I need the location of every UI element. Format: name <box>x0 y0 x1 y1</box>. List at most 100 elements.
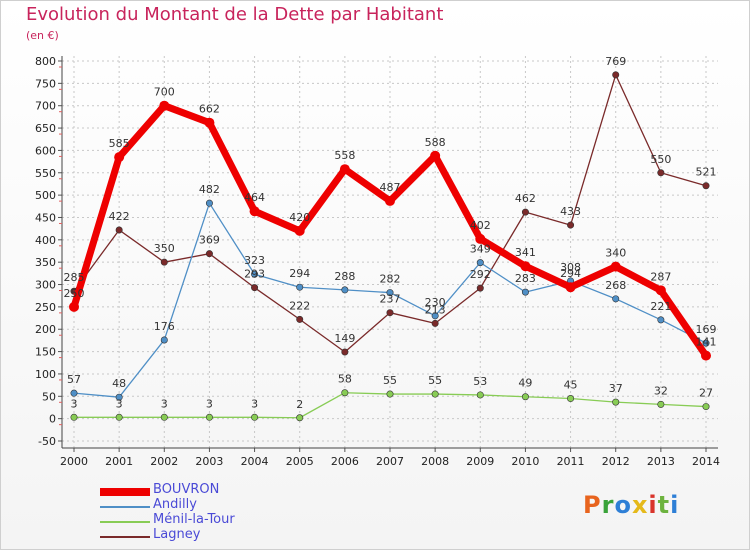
data-point-andilly <box>657 316 665 324</box>
logo-letter: P <box>583 491 602 519</box>
y-tick-label: 300 <box>35 279 56 292</box>
data-label-lagney: 422 <box>109 210 130 223</box>
data-point-lagney <box>431 319 439 327</box>
legend-swatch-lagney <box>100 536 150 538</box>
data-point-andilly <box>296 283 304 291</box>
logo-letter: t <box>657 491 671 519</box>
data-label-lagney: 369 <box>199 234 220 247</box>
y-tick-label: 450 <box>35 211 56 224</box>
data-point-bouvron <box>159 100 170 111</box>
data-point-bouvron <box>701 350 711 361</box>
data-label-andilly: 230 <box>425 296 446 309</box>
data-point-lagney <box>341 348 349 356</box>
data-point-menil-la-tour <box>251 413 259 421</box>
x-tick-label: 2010 <box>511 455 539 468</box>
data-label-menil-la-tour: 37 <box>609 382 623 395</box>
data-label-lagney: 292 <box>470 268 491 281</box>
logo-letter: i <box>648 491 658 519</box>
data-label-bouvron: 402 <box>470 219 491 232</box>
y-tick-label: 550 <box>35 167 56 180</box>
data-label-andilly: 349 <box>470 243 491 256</box>
x-tick-label: 2011 <box>557 455 585 468</box>
legend-swatch-bouvron <box>100 488 150 496</box>
data-label-andilly: 221 <box>650 300 671 313</box>
data-label-andilly: 288 <box>334 270 355 283</box>
data-point-bouvron <box>339 164 350 175</box>
data-label-menil-la-tour: 3 <box>251 397 258 410</box>
data-label-menil-la-tour: 55 <box>428 374 442 387</box>
y-tick-label: 200 <box>35 323 56 336</box>
chart-unit: (en €) <box>26 29 59 42</box>
data-point-bouvron <box>655 285 666 296</box>
data-point-andilly <box>431 312 439 320</box>
x-tick-label: 2001 <box>105 455 133 468</box>
data-point-andilly <box>521 288 529 296</box>
x-tick-label: 2003 <box>195 455 223 468</box>
data-point-lagney <box>296 315 304 323</box>
x-tick-label: 2013 <box>647 455 675 468</box>
data-label-bouvron: 340 <box>605 247 626 260</box>
data-label-bouvron: 341 <box>515 246 536 259</box>
data-label-lagney: 222 <box>289 299 310 312</box>
data-point-menil-la-tour <box>341 389 349 397</box>
data-point-andilly <box>115 393 123 401</box>
logo-letter: r <box>601 491 615 519</box>
legend-swatch-menil-la-tour <box>100 521 150 523</box>
data-label-bouvron: 585 <box>109 137 130 150</box>
data-point-lagney <box>205 250 213 258</box>
data-label-menil-la-tour: 49 <box>518 377 532 390</box>
data-point-bouvron <box>475 233 486 244</box>
data-point-andilly <box>341 286 349 294</box>
data-point-andilly <box>702 339 710 347</box>
data-label-menil-la-tour: 3 <box>71 397 78 410</box>
y-tick-label: 650 <box>35 122 56 135</box>
data-point-lagney <box>160 258 168 266</box>
data-point-menil-la-tour <box>386 390 394 398</box>
data-point-lagney <box>251 284 259 292</box>
data-label-andilly: 282 <box>380 273 401 286</box>
data-label-bouvron: 700 <box>154 86 175 99</box>
data-label-lagney: 769 <box>605 55 626 68</box>
data-label-bouvron: 420 <box>289 211 310 224</box>
data-label-bouvron: 588 <box>425 136 446 149</box>
data-point-lagney <box>612 71 620 79</box>
data-label-andilly: 283 <box>515 272 536 285</box>
legend-label-menil-la-tour: Ménil-la-Tour <box>153 512 235 527</box>
data-label-bouvron: 294 <box>560 267 581 280</box>
data-label-menil-la-tour: 3 <box>206 397 213 410</box>
data-label-andilly: 323 <box>244 254 265 267</box>
legend-label-andilly: Andilly <box>153 497 197 512</box>
data-point-bouvron <box>385 195 395 206</box>
logo-letter: i <box>670 491 680 519</box>
data-label-lagney: 213 <box>425 303 446 316</box>
data-point-lagney <box>567 221 575 229</box>
data-point-lagney <box>386 309 394 317</box>
data-point-lagney <box>476 284 484 292</box>
data-point-menil-la-tour <box>205 413 213 421</box>
data-label-andilly: 57 <box>67 373 81 386</box>
data-point-menil-la-tour <box>567 395 575 403</box>
data-point-menil-la-tour <box>702 403 710 411</box>
x-tick-label: 2009 <box>466 455 494 468</box>
data-label-menil-la-tour: 53 <box>473 375 487 388</box>
x-tick-label: 2000 <box>60 455 88 468</box>
y-tick-label: 50 <box>42 390 56 403</box>
data-label-lagney: 293 <box>244 268 265 281</box>
data-point-menil-la-tour <box>431 390 439 398</box>
data-point-menil-la-tour <box>296 414 304 422</box>
y-tick-label: 350 <box>35 256 56 269</box>
data-label-lagney: 149 <box>334 332 355 345</box>
x-tick-label: 2005 <box>286 455 314 468</box>
data-point-lagney <box>657 169 665 177</box>
y-tick-label: 700 <box>35 100 56 113</box>
data-label-menil-la-tour: 27 <box>699 387 713 400</box>
data-label-bouvron: 141 <box>696 336 717 349</box>
data-label-andilly: 308 <box>560 261 581 274</box>
chart-title: Evolution du Montant de la Dette par Hab… <box>26 4 444 25</box>
proxiti-logo: Proxiti <box>583 491 679 519</box>
data-point-menil-la-tour <box>160 413 168 421</box>
data-point-menil-la-tour <box>612 398 620 406</box>
data-label-menil-la-tour: 2 <box>296 398 303 411</box>
y-tick-label: 750 <box>35 77 56 90</box>
data-point-bouvron <box>610 261 621 272</box>
